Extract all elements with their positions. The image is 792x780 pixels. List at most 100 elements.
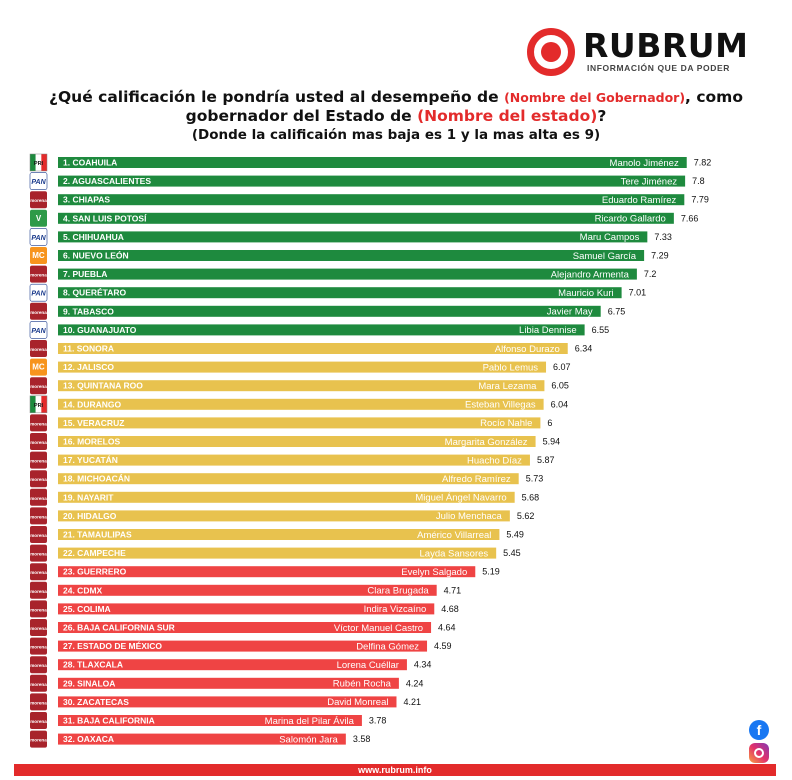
governor-label: Delfina Gómez <box>356 641 419 652</box>
party-badge-label: morena <box>30 738 47 743</box>
party-badge-bg <box>30 674 47 692</box>
ranking-bar-chart: PRI 1. COAHUILA Manolo Jiménez 7.82 PAN 2. AG… <box>29 153 712 748</box>
party-badge-label: morena <box>30 496 47 501</box>
party-badge-label: morena <box>30 384 47 389</box>
title-highlight-state: (Nombre del estado) <box>417 107 598 125</box>
state-label: 9. TABASCO <box>63 306 114 316</box>
governor-label: Marina del Pilar Ávila <box>265 716 355 727</box>
party-badge-bg <box>30 433 47 450</box>
party-badge-bg <box>30 581 47 599</box>
value-label: 5.87 <box>537 455 555 465</box>
party-badge-label: morena <box>30 570 47 575</box>
party-mc-icon: MC <box>30 247 47 264</box>
governor-label: Salomón Jara <box>279 734 338 745</box>
party-badge-label: morena <box>30 310 47 315</box>
state-label: 25. COLIMA <box>63 604 111 614</box>
facebook-icon[interactable]: f <box>749 720 769 740</box>
party-badge-label: PAN <box>31 179 46 186</box>
bar <box>58 547 497 559</box>
governor-label: Margarita González <box>445 437 528 448</box>
party-badge-bg <box>30 377 47 395</box>
value-label: 5.62 <box>517 511 535 521</box>
party-badge-bg <box>30 544 47 562</box>
party-badge-label: morena <box>30 477 47 482</box>
value-label: 7.82 <box>694 158 712 168</box>
party-badge-label: morena <box>30 273 47 278</box>
title-part2: , como gobernador del Estado de <box>185 88 743 125</box>
bar-row: morena 3. CHIAPAS Eduardo Ramírez 7.79 <box>30 191 709 209</box>
value-label: 4.21 <box>403 697 421 707</box>
governor-label: Maru Campos <box>580 232 640 243</box>
party-morena-icon: morena <box>30 730 47 748</box>
bar-row: morena 11. SONORA Alfonso Durazo 6.34 <box>30 340 592 357</box>
bar <box>58 343 568 354</box>
state-label: 13. QUINTANA ROO <box>63 381 143 391</box>
party-badge-bg <box>30 414 47 432</box>
value-label: 4.59 <box>434 641 452 651</box>
bar <box>58 417 541 429</box>
rubrum-logo: RUBRUM INFORMACIÓN QUE DA PODER <box>525 26 765 78</box>
party-badge-bg <box>30 191 47 209</box>
governor-label: Huacho Díaz <box>467 455 522 466</box>
bar <box>58 584 437 596</box>
bar <box>58 473 519 485</box>
party-pri-icon: PRI <box>29 153 48 172</box>
bar-row: PAN 10. GUANAJUATO Libia Dennise 6.55 <box>29 321 609 339</box>
bar <box>58 380 545 392</box>
party-morena-icon: morena <box>30 693 47 711</box>
bar <box>58 157 687 168</box>
party-badge-bg <box>30 488 47 506</box>
governor-label: Alfredo Ramírez <box>442 474 511 485</box>
bar-row: morena 21. TAMAULIPAS Américo Villarreal 5.… <box>30 526 524 543</box>
party-badge-bg <box>29 321 48 339</box>
party-badge-bg <box>29 228 48 246</box>
party-badge-label: MC <box>32 251 45 260</box>
governor-label: Libia Dennise <box>519 325 577 336</box>
bar <box>58 529 500 540</box>
party-badge-label: morena <box>30 552 47 557</box>
state-label: 2. AGUASCALIENTES <box>63 176 151 186</box>
party-morena-icon: morena <box>30 563 47 581</box>
party-morena-icon: morena <box>30 414 47 432</box>
party-morena-icon: morena <box>30 433 47 450</box>
party-badge-bg <box>30 619 47 636</box>
governor-label: Evelyn Salgado <box>401 567 467 578</box>
party-badge-white <box>35 395 42 413</box>
instagram-icon[interactable] <box>749 743 769 763</box>
bar <box>58 491 515 503</box>
bar-row: V 4. SAN LUIS POTOSÍ Ricardo Gallardo 7.66 <box>30 209 698 227</box>
state-label: 20. HIDALGO <box>63 511 117 521</box>
governor-label: Esteban Villegas <box>465 400 536 411</box>
bar-row: morena 32. OAXACA Salomón Jara 3.58 <box>30 730 371 748</box>
bar-row: morena 22. CAMPECHE Layda Sansores 5.45 <box>30 544 521 562</box>
logo-dot-icon <box>541 42 561 62</box>
state-label: 17. YUCATÁN <box>63 455 118 465</box>
party-pan-icon: PAN <box>29 172 48 190</box>
bar <box>58 603 435 615</box>
bar-row: morena 24. CDMX Clara Brugada 4.71 <box>30 581 461 599</box>
governor-label: Indira Vizcaíno <box>364 604 427 615</box>
value-label: 6.75 <box>608 306 626 316</box>
party-badge-label: morena <box>30 682 47 687</box>
party-morena-icon: morena <box>30 488 47 506</box>
state-label: 5. CHIHUAHUA <box>63 232 124 242</box>
footer-url[interactable]: www.rubrum.info <box>14 764 776 776</box>
party-morena-icon: morena <box>30 581 47 599</box>
bar-row: morena 18. MICHOACÁN Alfredo Ramírez 5.73 <box>30 470 543 488</box>
value-label: 4.34 <box>414 660 432 670</box>
state-label: 11. SONORA <box>63 344 114 354</box>
party-badge-label: PRI <box>34 403 44 409</box>
bar <box>58 212 674 224</box>
party-pan-icon: PAN <box>29 228 48 246</box>
party-badge-label: morena <box>30 645 47 650</box>
party-badge-bg <box>30 563 47 581</box>
party-pri-icon: PRI <box>29 395 48 414</box>
chart-title: ¿Qué calificación le pondría usted al de… <box>0 88 792 126</box>
bar-row: morena 20. HIDALGO Julio Menchaca 5.62 <box>30 507 535 525</box>
party-badge-label: morena <box>30 607 47 612</box>
value-label: 4.68 <box>441 604 459 614</box>
value-label: 3.58 <box>353 734 371 744</box>
party-pvem-icon: V <box>30 209 47 227</box>
bar <box>58 677 399 689</box>
party-badge-bg <box>29 172 48 190</box>
